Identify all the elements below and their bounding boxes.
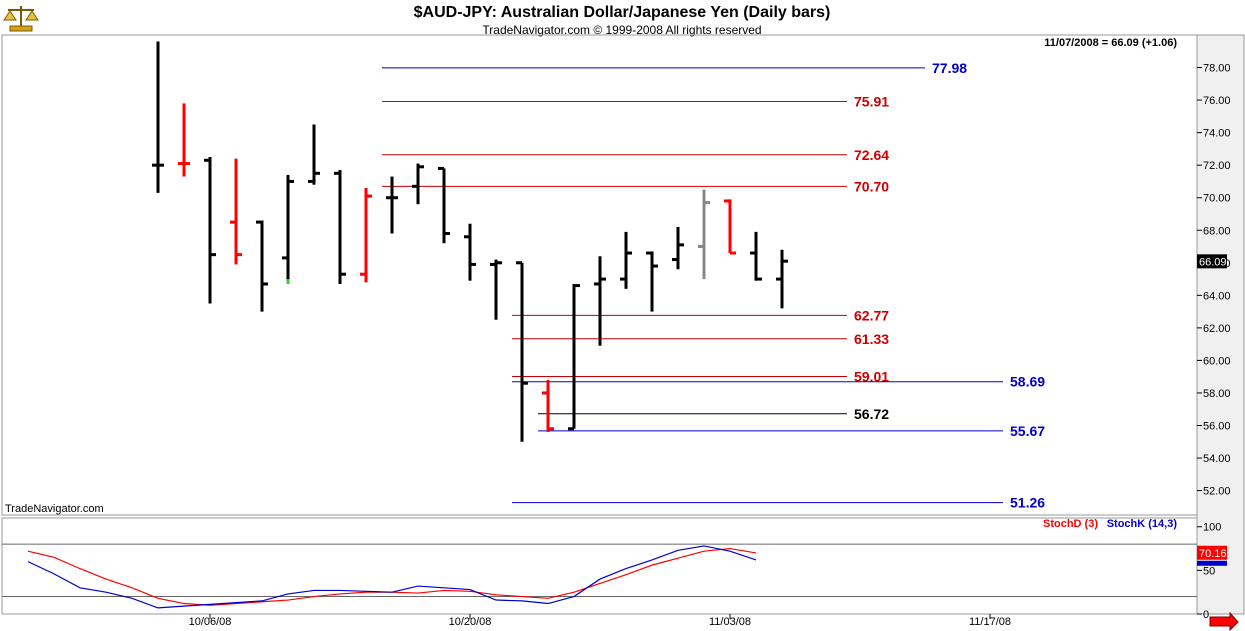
- price-y-tick-label: 76.00: [1203, 95, 1231, 107]
- watermark-text: TradeNavigator.com: [5, 503, 104, 515]
- x-tick-label: 11/03/08: [709, 616, 751, 628]
- stoch-y-tick-label: 100: [1203, 522, 1221, 534]
- scroll-right-arrow-icon: [1209, 611, 1239, 631]
- level-label: 77.98: [932, 60, 967, 76]
- chart-title: $AUD-JPY: Australian Dollar/Japanese Yen…: [414, 4, 831, 21]
- level-label: 75.91: [854, 94, 889, 110]
- level-label: 58.69: [1010, 374, 1045, 390]
- price-y-tick-label: 72.00: [1203, 160, 1231, 172]
- legend-stoch-d: StochD (3): [1043, 518, 1098, 530]
- y-axis-strip: [1196, 34, 1245, 615]
- current-price-box: [1197, 254, 1227, 269]
- x-tick-label: 10/06/08: [189, 616, 232, 628]
- price-y-tick-label: 56.00: [1203, 421, 1231, 433]
- x-tick-label: 10/20/08: [449, 616, 492, 628]
- price-y-tick-label: 58.00: [1203, 388, 1231, 400]
- price-y-tick-label: 62.00: [1203, 323, 1231, 335]
- level-label: 61.33: [854, 331, 889, 347]
- price-y-tick-label: 64.00: [1203, 290, 1231, 302]
- price-y-tick-label: 52.00: [1203, 486, 1231, 498]
- level-label: 62.77: [854, 307, 889, 323]
- level-label: 56.72: [854, 406, 889, 422]
- level-label: 51.26: [1010, 495, 1045, 511]
- level-label: 55.67: [1010, 423, 1045, 439]
- balance-scale-icon: [3, 6, 39, 32]
- price-y-tick-label: 54.00: [1203, 453, 1231, 465]
- level-label: 72.64: [854, 147, 889, 163]
- current-price-label: 66.09: [1199, 256, 1227, 268]
- level-label: 70.70: [854, 178, 889, 194]
- legend-stoch-k: StochK (14,3): [1107, 518, 1178, 530]
- last-value-label: 11/07/2008 = 66.09 (+1.06): [1044, 37, 1177, 49]
- price-y-tick-label: 68.00: [1203, 225, 1231, 237]
- price-y-tick-label: 78.00: [1203, 63, 1231, 75]
- stoch-y-tick-label: 0: [1203, 609, 1209, 621]
- stoch-k-value-box: [1197, 560, 1227, 566]
- stoch-y-tick-label: 50: [1203, 565, 1215, 577]
- price-y-tick-label: 70.00: [1203, 193, 1231, 205]
- stoch-value-box: [1197, 545, 1227, 560]
- stoch-panel-frame: [1, 517, 1198, 615]
- price-y-tick-label: 74.00: [1203, 128, 1231, 140]
- level-label: 59.01: [854, 369, 889, 385]
- stoch-value-label: 70.16: [1199, 548, 1227, 560]
- copyright-text: TradeNavigator.com © 1999-2008 All right…: [482, 23, 761, 37]
- x-tick-label: 11/17/08: [969, 616, 1011, 628]
- stoch-k-line: [27, 545, 757, 609]
- price-y-tick-label: 60.00: [1203, 355, 1231, 367]
